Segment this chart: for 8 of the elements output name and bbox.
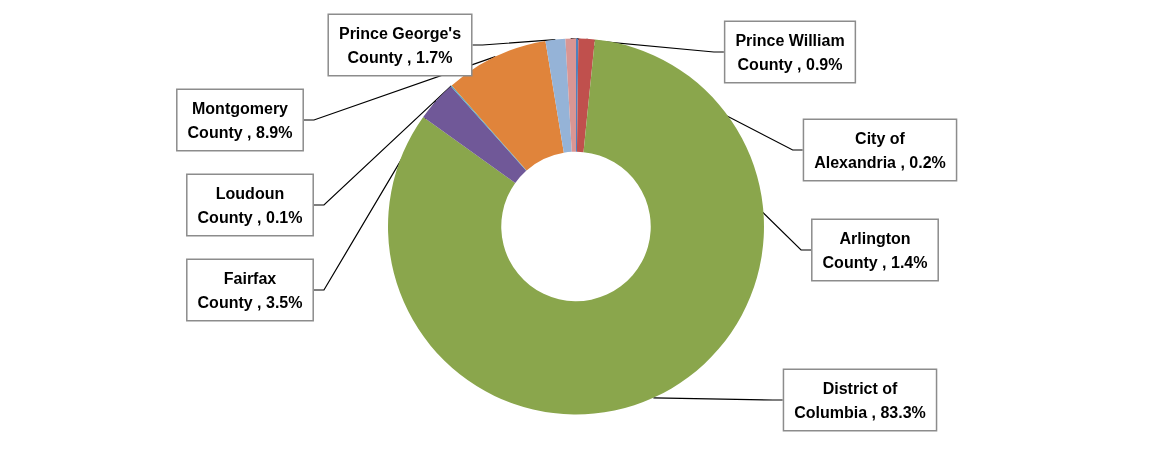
slice-label: Prince George's County , 1.7% xyxy=(338,24,462,66)
slice-label: City of Alexandria , 0.2% xyxy=(814,129,946,171)
slice-label: Fairfax County , 3.5% xyxy=(197,269,303,311)
slice-label: Montgomery County , 8.9% xyxy=(187,99,293,141)
slice-label: District of Columbia , 83.3% xyxy=(794,379,926,421)
slice-label: Loudoun County , 0.1% xyxy=(197,184,303,226)
slice-label: Arlington County , 1.4% xyxy=(822,229,928,271)
slice-label: Prince William County , 0.9% xyxy=(735,31,845,73)
